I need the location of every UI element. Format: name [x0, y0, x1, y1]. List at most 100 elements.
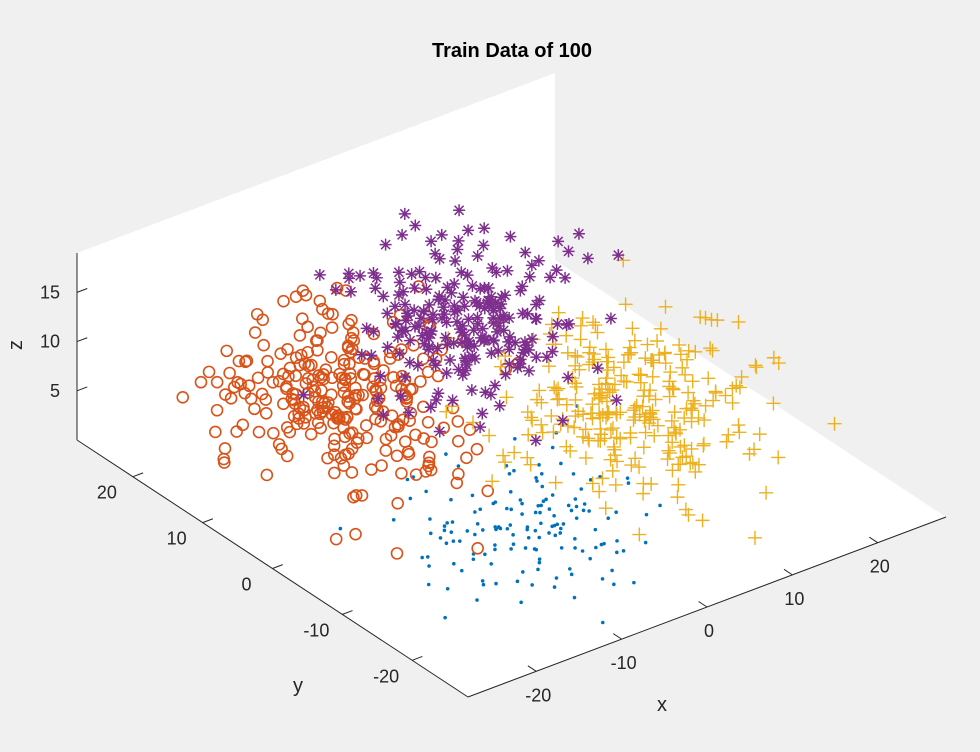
data-point — [257, 338, 270, 352]
data-point — [537, 560, 542, 565]
y-tick-label: -20 — [373, 666, 399, 686]
data-point — [451, 539, 456, 543]
data-point — [347, 490, 360, 504]
data-point — [452, 234, 465, 247]
data-point — [349, 527, 362, 541]
data-point — [598, 342, 613, 357]
data-point — [493, 543, 497, 547]
data-point — [497, 324, 510, 337]
data-point — [518, 343, 531, 356]
data-point — [304, 427, 318, 441]
data-point — [537, 535, 542, 540]
data-point — [600, 407, 615, 422]
data-point — [525, 527, 529, 532]
data-point — [423, 450, 436, 464]
data-point — [495, 297, 508, 310]
data-point — [345, 313, 358, 327]
data-point — [466, 279, 479, 292]
data-point — [329, 532, 343, 546]
data-point — [569, 572, 574, 577]
data-point — [544, 408, 559, 423]
data-point — [503, 312, 516, 325]
data-point — [530, 351, 543, 364]
data-point — [653, 321, 668, 336]
data-point — [613, 431, 628, 446]
data-point — [731, 418, 746, 433]
data-point — [466, 350, 479, 363]
data-point — [475, 598, 479, 602]
data-point — [625, 476, 630, 480]
data-point — [612, 249, 625, 262]
data-point — [560, 345, 575, 360]
data-point — [457, 291, 470, 304]
data-point — [321, 451, 334, 465]
data-point — [422, 456, 436, 470]
data-point — [550, 493, 555, 497]
data-point — [458, 300, 471, 313]
data-point — [514, 353, 527, 366]
data-point — [377, 290, 390, 303]
data-point — [701, 371, 716, 386]
data-point — [474, 282, 487, 295]
data-point — [471, 557, 476, 562]
data-point — [665, 463, 680, 478]
data-point — [686, 393, 701, 408]
x-tick — [698, 601, 708, 608]
data-point — [509, 336, 522, 349]
data-point — [562, 317, 575, 330]
data-point — [424, 401, 437, 414]
data-point — [433, 425, 446, 438]
z-tick — [76, 386, 88, 392]
data-point — [513, 436, 517, 441]
data-point — [252, 425, 266, 439]
data-point — [302, 386, 315, 400]
data-point — [480, 528, 485, 532]
x-tick — [783, 568, 793, 576]
data-point — [403, 356, 416, 369]
data-point — [369, 412, 382, 426]
data-point — [399, 298, 412, 311]
data-point — [492, 320, 505, 333]
data-point — [600, 382, 615, 397]
data-point — [520, 450, 535, 465]
data-point — [525, 413, 540, 428]
data-point — [615, 550, 619, 555]
data-point — [452, 561, 456, 566]
data-point — [521, 427, 536, 442]
data-point — [538, 510, 542, 515]
data-point — [422, 343, 435, 356]
data-point — [439, 404, 454, 419]
data-point — [547, 380, 562, 395]
data-point — [636, 389, 651, 404]
data-point — [559, 397, 574, 412]
data-point — [579, 487, 584, 491]
data-point — [276, 367, 290, 381]
data-point — [662, 446, 677, 461]
data-point — [505, 526, 510, 531]
data-point — [648, 392, 663, 407]
data-point — [451, 415, 465, 428]
data-point — [645, 353, 660, 368]
data-point — [259, 407, 273, 420]
data-point — [442, 528, 447, 533]
data-point — [624, 458, 639, 473]
data-point — [681, 343, 696, 358]
data-point — [519, 246, 532, 259]
data-point — [250, 307, 264, 321]
data-point — [476, 322, 489, 335]
data-point — [748, 358, 763, 373]
data-point — [481, 484, 495, 498]
data-point — [313, 268, 326, 281]
data-point — [541, 499, 546, 504]
data-point — [551, 305, 566, 320]
data-point — [259, 393, 273, 406]
data-point — [375, 459, 388, 472]
data-point — [518, 498, 523, 502]
x-tick-label: -20 — [525, 685, 551, 705]
data-point — [328, 466, 341, 480]
data-point — [614, 510, 618, 515]
data-point — [267, 426, 280, 440]
data-point — [684, 441, 699, 456]
data-point — [391, 496, 404, 510]
